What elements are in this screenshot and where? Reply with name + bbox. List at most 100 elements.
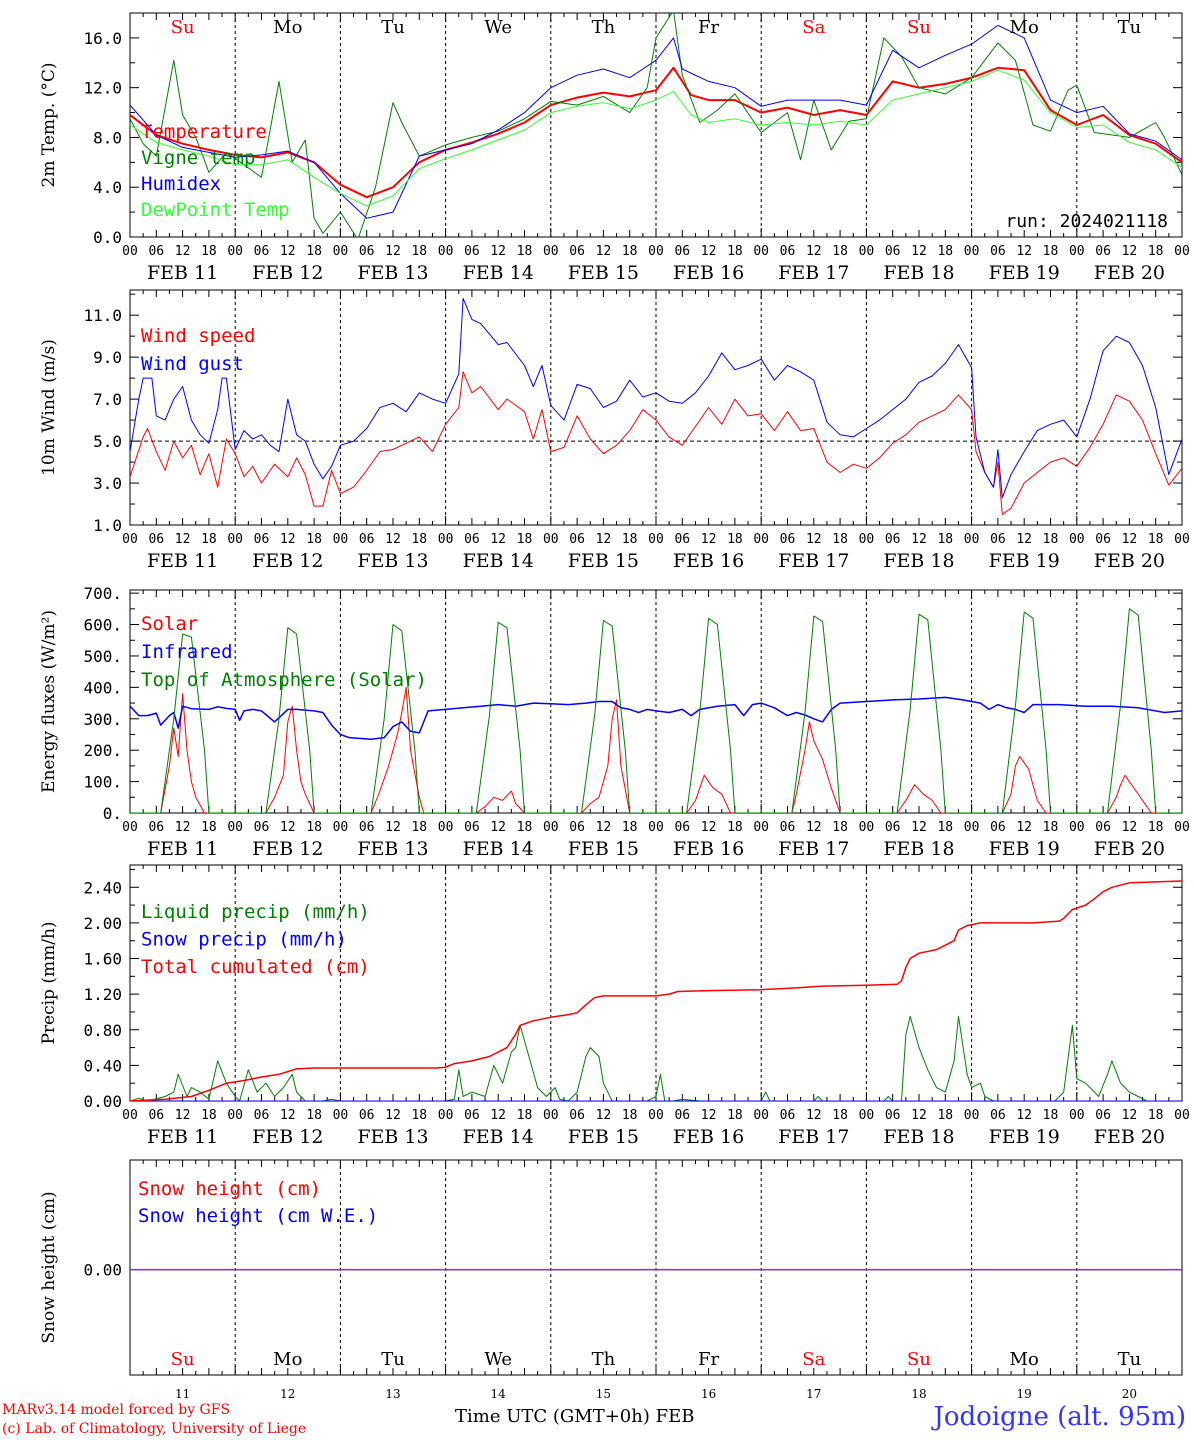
hour-label: 00 — [543, 532, 559, 547]
date-label: FEB 13 — [357, 838, 428, 860]
y-tick-label: 0.00 — [83, 1261, 122, 1280]
date-label: FEB 17 — [778, 838, 849, 860]
y-tick-label: 100. — [83, 773, 122, 792]
legend-entry: Humidex — [141, 173, 221, 195]
hour-label: 12 — [701, 820, 717, 835]
hour-label: 00 — [648, 820, 664, 835]
hour-label: 06 — [464, 244, 480, 259]
y-tick-label: 8.0 — [93, 128, 122, 147]
date-label: FEB 19 — [989, 1126, 1060, 1148]
hour-label: 18 — [622, 1108, 638, 1123]
hour-label: 12 — [1016, 244, 1032, 259]
hour-label: 00 — [333, 1108, 349, 1123]
hour-label: 00 — [543, 244, 559, 259]
hour-label: 06 — [1095, 244, 1111, 259]
date-label: FEB 16 — [673, 1126, 744, 1148]
hour-label: 18 — [937, 1108, 953, 1123]
series-line-total-cumulated-cm — [130, 880, 1182, 1101]
hour-label: 12 — [1016, 532, 1032, 547]
date-label: FEB 17 — [778, 1126, 849, 1148]
date-label: FEB 11 — [147, 838, 218, 860]
hour-label: 00 — [333, 244, 349, 259]
day-name: Mo — [1010, 1349, 1039, 1370]
hour-label: 12 — [175, 1108, 191, 1123]
y-tick-label: 16.0 — [83, 29, 122, 48]
hour-label: 06 — [148, 532, 164, 547]
hour-label: 12 — [596, 244, 612, 259]
day-name: Su — [171, 1349, 195, 1370]
hour-label: 18 — [201, 1108, 217, 1123]
legend-entry: Temperature — [141, 121, 267, 143]
hour-label: 00 — [964, 820, 980, 835]
hour-label: 18 — [1043, 532, 1059, 547]
hour-label: 06 — [464, 1108, 480, 1123]
chart-panel-1: 0.0 4.0 8.0 12.0 16.0 2m Temp. (°C) Temperatur… — [39, 12, 1190, 284]
date-label: FEB 14 — [463, 1126, 534, 1148]
chart-panel-5: 0.00 Snow height (cm) Snow height (cm) Snow… — [39, 1159, 1183, 1401]
hour-label: 00 — [859, 244, 875, 259]
y-tick-label: 200. — [83, 741, 122, 760]
hour-label: 18 — [727, 244, 743, 259]
hour-label: 12 — [596, 532, 612, 547]
hour-label: 00 — [438, 820, 454, 835]
hour-label: 06 — [148, 820, 164, 835]
hour-label: 18 — [727, 1108, 743, 1123]
y-axis-title: Energy fluxes (W/m²) — [39, 610, 59, 793]
hour-label: 00 — [1174, 244, 1190, 259]
hour-label: 18 — [622, 820, 638, 835]
date-label: FEB 13 — [357, 1126, 428, 1148]
hour-label: 00 — [122, 1108, 138, 1123]
date-label: FEB 14 — [463, 838, 534, 860]
day-number: 19 — [1017, 1387, 1032, 1401]
hour-label: 12 — [280, 820, 296, 835]
y-axis-title: Precip (mm/h) — [39, 921, 59, 1044]
hour-label: 18 — [832, 1108, 848, 1123]
hour-label: 12 — [175, 244, 191, 259]
hour-label: 12 — [385, 820, 401, 835]
hour-label: 06 — [254, 1108, 270, 1123]
chart-panel-2: 1.0 3.0 5.0 7.0 9.0 11.0 10m Wind (m/s) Wind sp… — [39, 289, 1190, 572]
date-label: FEB 12 — [252, 838, 323, 860]
hour-label: 18 — [306, 820, 322, 835]
hour-label: 06 — [674, 532, 690, 547]
hour-label: 00 — [859, 532, 875, 547]
hour-label: 18 — [937, 820, 953, 835]
hour-label: 18 — [306, 1108, 322, 1123]
hour-label: 06 — [148, 244, 164, 259]
day-name: Tu — [381, 17, 405, 38]
hour-label: 06 — [1095, 820, 1111, 835]
date-label: FEB 19 — [989, 838, 1060, 860]
y-tick-label: 0.00 — [83, 1092, 122, 1111]
day-name: Tu — [381, 1349, 405, 1370]
hour-label: 00 — [964, 1108, 980, 1123]
legend-entry: Vigne temp — [141, 147, 255, 169]
hour-label: 12 — [1016, 820, 1032, 835]
hour-label: 18 — [517, 532, 533, 547]
hour-label: 18 — [1148, 532, 1164, 547]
series-line-humidex — [130, 24, 1182, 219]
legend-entry: Wind gust — [141, 353, 244, 375]
legend-entry: Total cumulated (cm) — [141, 956, 370, 978]
day-name: Su — [907, 17, 931, 38]
hour-label: 06 — [674, 820, 690, 835]
hour-label: 18 — [1043, 820, 1059, 835]
hour-label: 06 — [254, 820, 270, 835]
hour-label: 00 — [753, 820, 769, 835]
hour-label: 06 — [254, 244, 270, 259]
hour-label: 06 — [1095, 1108, 1111, 1123]
location-label: Jodoigne (alt. 95m) — [933, 1402, 1186, 1432]
day-number: 11 — [175, 1387, 190, 1401]
hour-label: 12 — [1122, 532, 1138, 547]
hour-label: 12 — [175, 820, 191, 835]
credit-line-1: MARv3.14 model forced by GFS — [2, 1402, 231, 1418]
day-number: 13 — [385, 1387, 400, 1401]
day-name: Mo — [1010, 17, 1039, 38]
hour-label: 18 — [727, 532, 743, 547]
legend-entry: Snow height (cm) — [138, 1178, 321, 1200]
hour-label: 00 — [1174, 1108, 1190, 1123]
date-label: FEB 18 — [883, 262, 954, 284]
legend-entry: Top of Atmosphere (Solar) — [141, 669, 427, 691]
hour-label: 06 — [674, 1108, 690, 1123]
hour-label: 12 — [280, 244, 296, 259]
hour-label: 18 — [411, 244, 427, 259]
